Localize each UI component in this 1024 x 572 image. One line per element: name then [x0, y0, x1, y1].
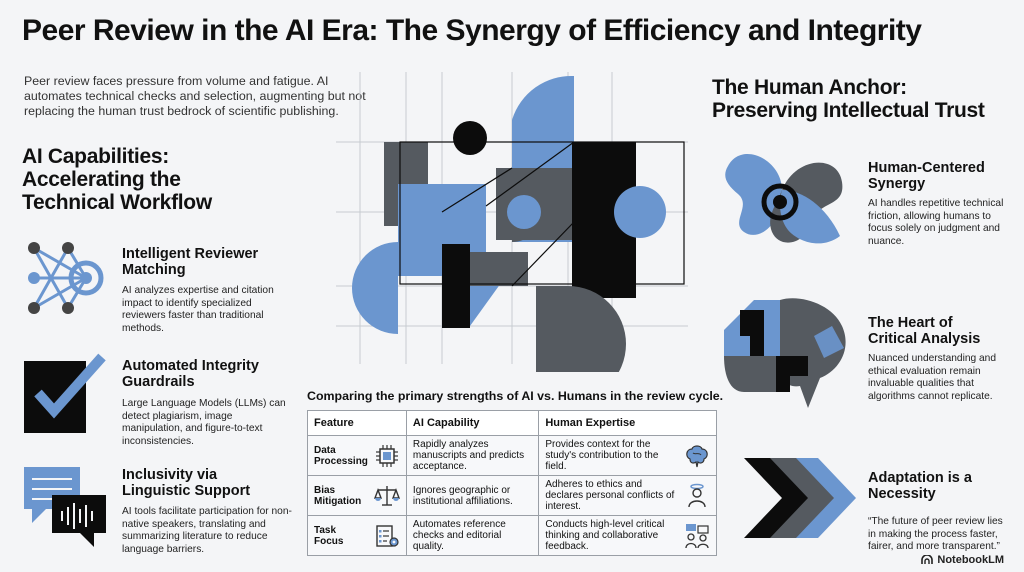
header-feature: Feature — [307, 410, 407, 436]
integrity-guardrails-title: Automated Integrity Guardrails — [122, 358, 259, 390]
table-header-row: Feature AI Capability Human Expertise — [307, 410, 717, 436]
network-target-icon — [28, 242, 104, 314]
human-cell: Provides context for the study's contrib… — [538, 435, 717, 476]
table-row: Bias Mitigation Ignores geographic or in… — [307, 475, 717, 516]
human-cell: Conducts high-level critical thinking an… — [538, 515, 717, 556]
human-centered-desc: AI handles repetitive technical friction… — [868, 198, 1004, 247]
integrity-guardrails-desc: Large Language Models (LLMs) can detect … — [122, 398, 286, 447]
notebooklm-brand: NotebookLM — [921, 554, 1004, 566]
table-row: Data Processing Rapidly analyzes manuscr… — [307, 435, 717, 476]
people-chat-icon — [685, 523, 709, 548]
abstract-composition — [336, 72, 688, 372]
checklist-gear-icon — [376, 524, 399, 547]
adaptation-title: Adaptation is a Necessity — [868, 470, 972, 502]
human-cell: Adheres to ethics and declares personal … — [538, 475, 717, 516]
brain-icon — [724, 298, 846, 408]
comparison-title: Comparing the primary strengths of AI vs… — [307, 389, 724, 403]
comparison-table: Feature AI Capability Human Expertise Da… — [307, 410, 717, 556]
ai-cell: Rapidly analyzes manuscripts and predict… — [405, 435, 540, 476]
ai-cell: Ignores geographic or institutional affi… — [405, 475, 540, 516]
notebooklm-logo-icon — [921, 555, 934, 564]
right-section-heading: The Human Anchor: Preserving Intellectua… — [712, 76, 985, 122]
left-section-heading: AI Capabilities: Accelerating the Techni… — [22, 145, 212, 214]
critical-analysis-title: The Heart of Critical Analysis — [868, 315, 981, 347]
table-row: Task Focus Automates reference checks an… — [307, 515, 717, 556]
adaptation-quote: “The future of peer review lies in makin… — [868, 516, 1003, 552]
ai-cell: Automates reference checks and editorial… — [405, 515, 540, 556]
brain-icon — [686, 444, 708, 467]
speech-bubbles-icon — [24, 467, 106, 547]
human-centered-title: Human-Centered Synergy — [868, 160, 985, 192]
checkmark-icon — [24, 353, 106, 433]
header-ai-capability: AI Capability — [405, 410, 540, 436]
feature-cell: Data Processing — [307, 435, 407, 476]
linguistic-support-title: Inclusivity via Linguistic Support — [122, 467, 251, 499]
chip-icon — [375, 444, 398, 467]
feature-cell: Bias Mitigation — [307, 475, 407, 516]
chevrons-icon — [744, 458, 856, 538]
intro-text: Peer review faces pressure from volume a… — [24, 74, 366, 118]
person-halo-icon — [688, 483, 706, 507]
linguistic-support-desc: AI tools facilitate participation for no… — [122, 506, 292, 555]
scales-icon — [373, 485, 400, 506]
interlocking-shapes-icon — [725, 153, 843, 244]
feature-cell: Task Focus — [307, 515, 407, 556]
reviewer-matching-title: Intelligent Reviewer Matching — [122, 246, 259, 278]
page-title: Peer Review in the AI Era: The Synergy o… — [22, 14, 922, 47]
critical-analysis-desc: Nuanced understanding and ethical evalua… — [868, 353, 997, 402]
header-human-expertise: Human Expertise — [538, 410, 717, 436]
reviewer-matching-desc: AI analyzes expertise and citation impac… — [122, 285, 274, 334]
